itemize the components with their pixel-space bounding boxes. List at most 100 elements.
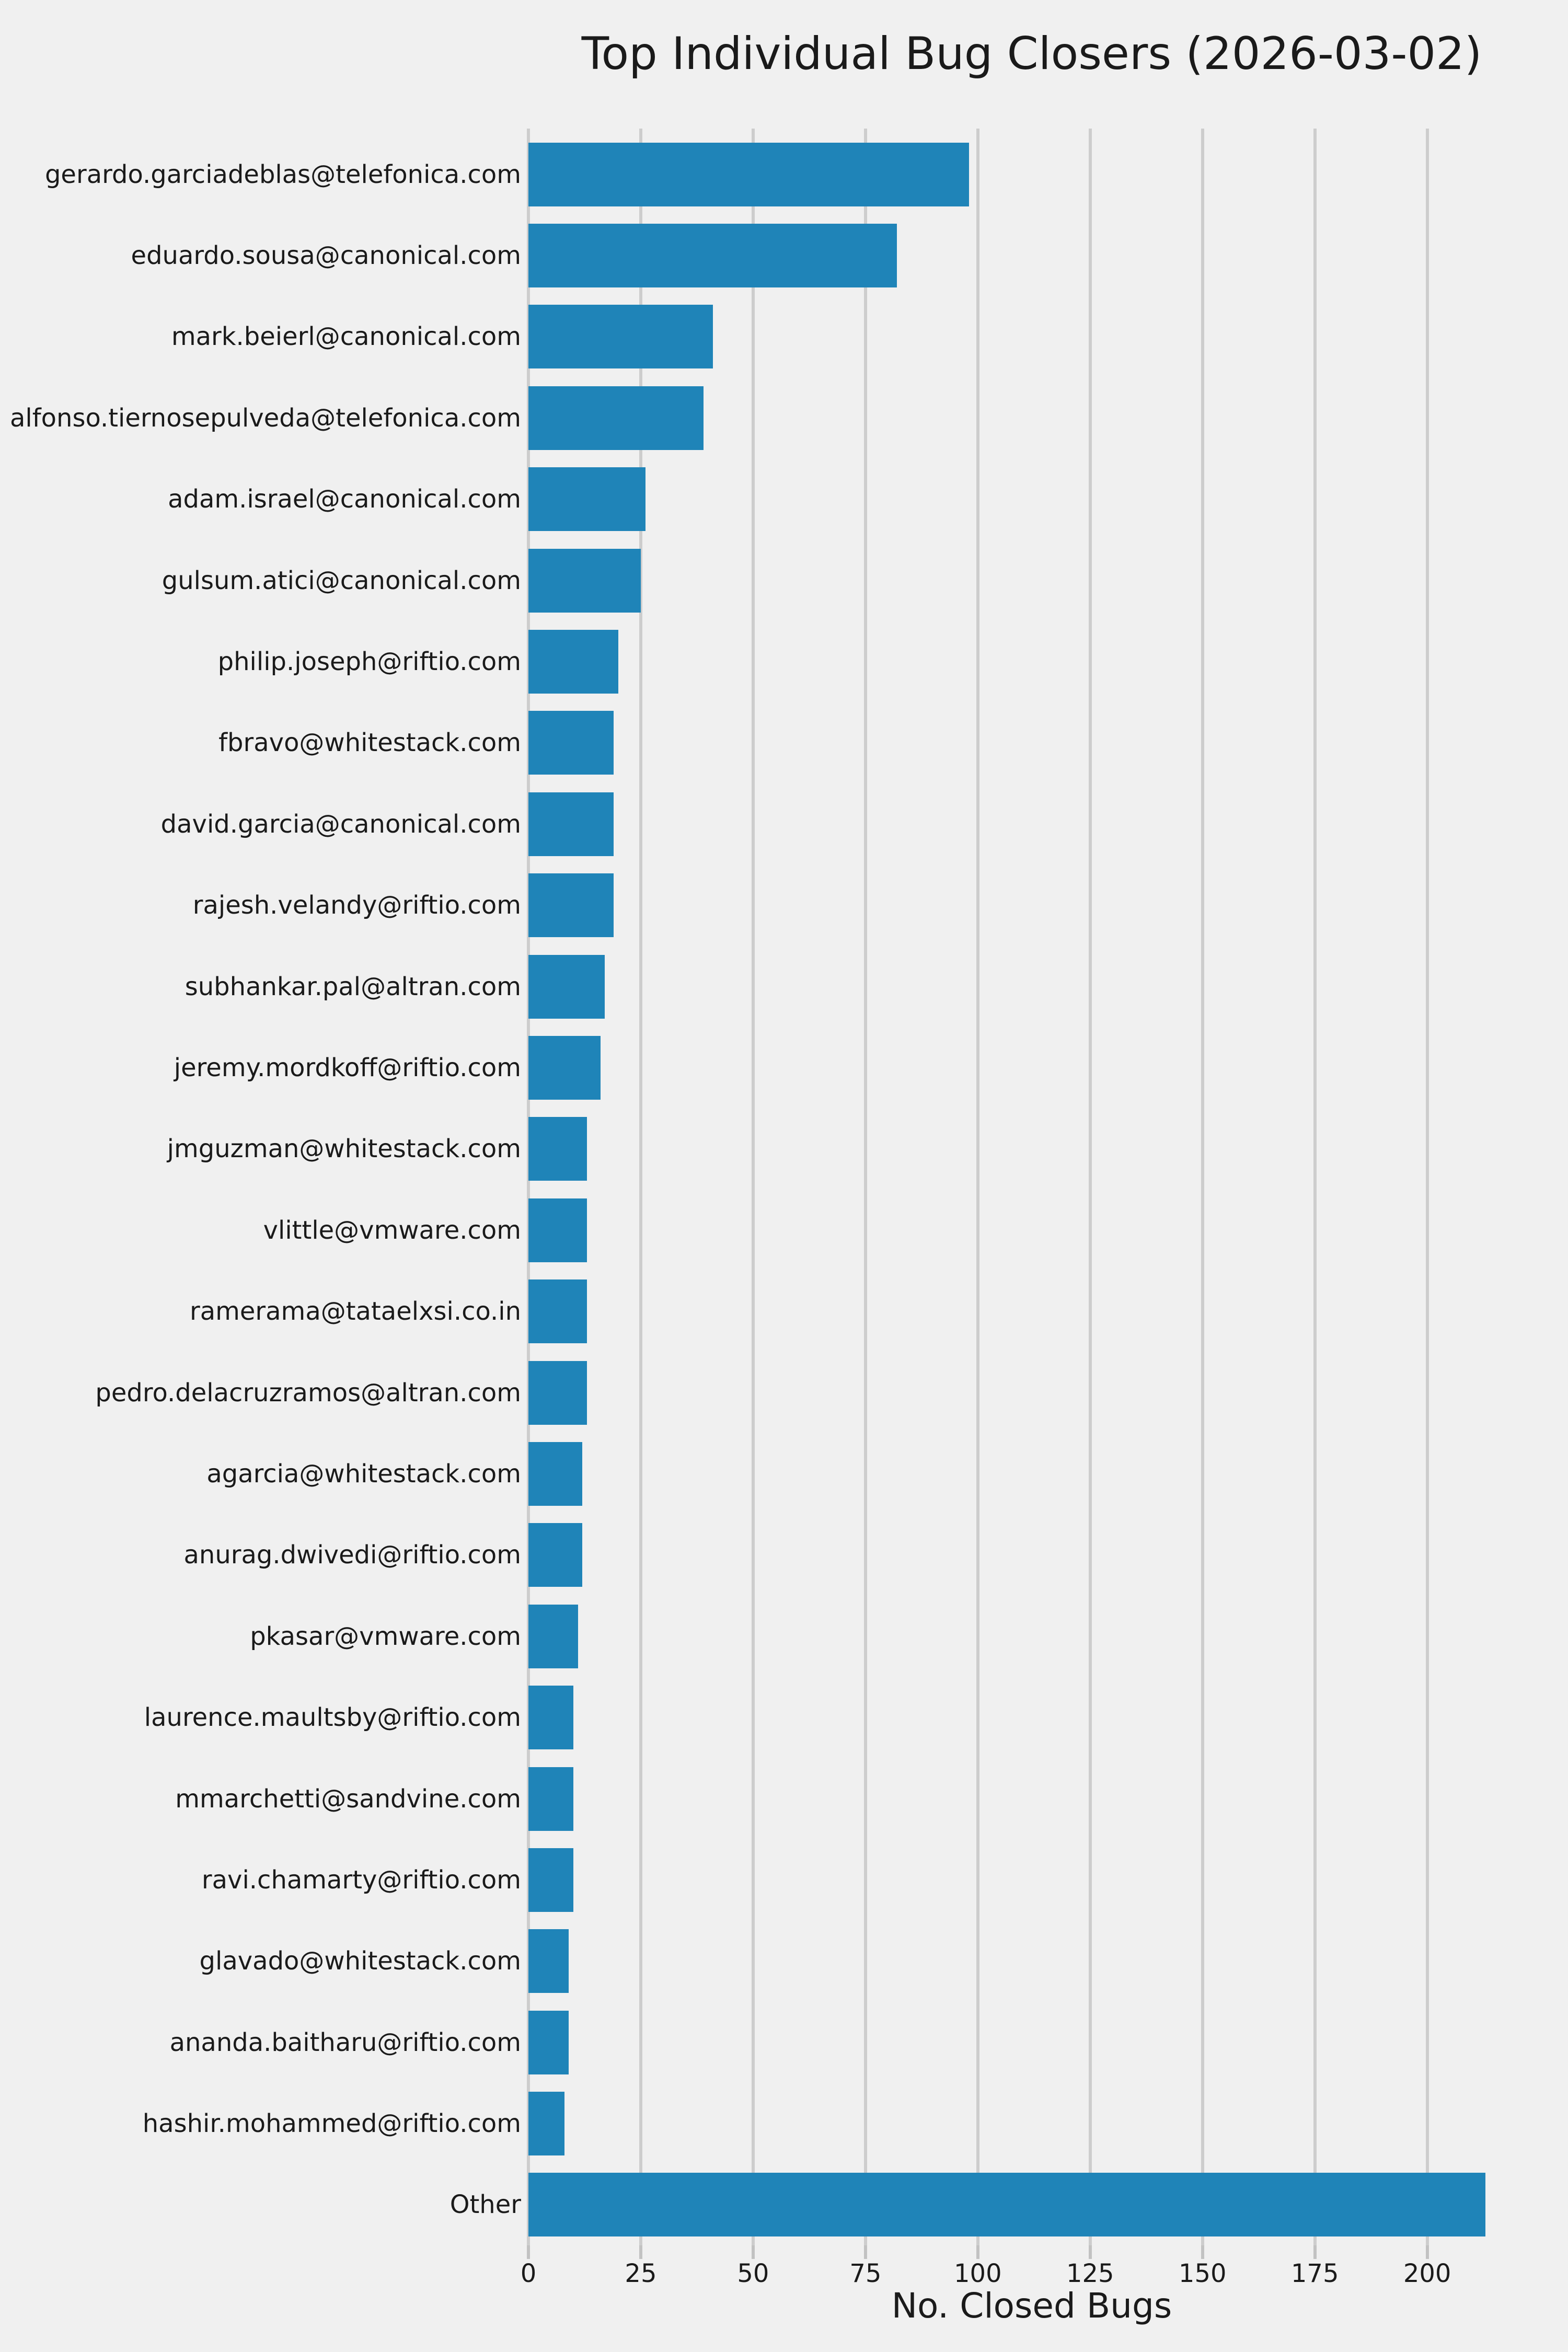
gridline <box>1313 129 1317 2245</box>
y-axis-label: subhankar.pal@altran.com <box>185 972 521 1001</box>
x-tick-label: 175 <box>1290 2259 1339 2288</box>
gridline <box>863 129 867 2245</box>
bar-track <box>528 783 1535 864</box>
bar <box>528 1848 573 1912</box>
x-tick-label: 125 <box>1066 2259 1114 2288</box>
bar-track <box>528 2164 1535 2245</box>
x-axis-label: No. Closed Bugs <box>891 2286 1172 2326</box>
y-axis-label: pedro.delacruzramos@altran.com <box>95 1378 521 1408</box>
bar-row: vlittle@vmware.com <box>0 1190 1568 1271</box>
bar-track <box>528 1190 1535 1271</box>
y-axis-label: ravi.chamarty@riftio.com <box>201 1865 521 1895</box>
x-tick-mark <box>751 2245 755 2259</box>
x-tick-mark <box>976 2245 979 2259</box>
bar <box>528 1361 587 1425</box>
x-tick-label: 0 <box>520 2259 537 2288</box>
y-axis-label: david.garcia@canonical.com <box>160 809 521 839</box>
x-tick-label: 75 <box>849 2259 882 2288</box>
bar <box>528 1929 569 1993</box>
y-axis-label: eduardo.sousa@canonical.com <box>131 241 521 271</box>
bar-track <box>528 134 1535 215</box>
bar-row: gulsum.atici@canonical.com <box>0 540 1568 621</box>
bar-track <box>528 1677 1535 1758</box>
bar <box>528 1442 583 1506</box>
x-tick-mark <box>1313 2245 1317 2259</box>
bar-row: agarcia@whitestack.com <box>0 1433 1568 1514</box>
bar-track <box>528 1921 1535 2002</box>
bar-row: ramerama@tataelxsi.co.in <box>0 1271 1568 1352</box>
bar-track <box>528 1596 1535 1677</box>
x-tick-mark <box>1088 2245 1092 2259</box>
y-axis-label: laurence.maultsby@riftio.com <box>144 1703 521 1733</box>
bar-track <box>528 621 1535 702</box>
x-axis-ticks <box>527 2245 1535 2260</box>
bar-track <box>528 2002 1535 2083</box>
bar-track <box>528 1352 1535 1433</box>
x-tick-label: 200 <box>1403 2259 1451 2288</box>
y-axis-label: Other <box>449 2190 521 2220</box>
bar <box>528 873 614 938</box>
y-axis-label: anurag.dwivedi@riftio.com <box>183 1540 521 1570</box>
gridline <box>1201 129 1204 2245</box>
y-axis-label: pkasar@vmware.com <box>250 1621 521 1651</box>
x-tick-label: 25 <box>625 2259 657 2288</box>
bar <box>528 467 645 532</box>
y-axis-label: jeremy.mordkoff@riftio.com <box>174 1053 521 1082</box>
y-axis-label: philip.joseph@riftio.com <box>217 647 521 677</box>
gridline <box>751 129 755 2245</box>
bar-track <box>528 1027 1535 1108</box>
gridline <box>527 129 530 2245</box>
bar-row: Other <box>0 2164 1568 2245</box>
bar-track <box>528 1109 1535 1190</box>
y-axis-label: gulsum.atici@canonical.com <box>162 566 521 595</box>
bar <box>528 1686 573 1750</box>
gridline <box>639 129 642 2245</box>
bar-row: gerardo.garciadeblas@telefonica.com <box>0 134 1568 215</box>
bar <box>528 305 713 369</box>
bar <box>528 1604 578 1668</box>
bar <box>528 1279 587 1344</box>
bar-track <box>528 1839 1535 1920</box>
bar-row: rajesh.velandy@riftio.com <box>0 865 1568 946</box>
bar-row: fbravo@whitestack.com <box>0 702 1568 783</box>
x-tick-mark <box>1201 2245 1204 2259</box>
bar-row: subhankar.pal@altran.com <box>0 946 1568 1027</box>
bar-track <box>528 1433 1535 1514</box>
bar-row: adam.israel@canonical.com <box>0 459 1568 540</box>
chart-title: Top Individual Bug Closers (2026-03-02) <box>581 28 1482 80</box>
bar <box>528 792 614 856</box>
y-axis-label: ramerama@tataelxsi.co.in <box>189 1297 521 1327</box>
bar <box>528 711 614 775</box>
bar <box>528 630 618 694</box>
y-axis-label: hashir.mohammed@riftio.com <box>142 2109 521 2139</box>
x-tick-mark <box>639 2245 642 2259</box>
bar-row: pkasar@vmware.com <box>0 1596 1568 1677</box>
x-axis-tick-labels: 0 25 50 75 100 125 150 175 200 <box>521 2257 1535 2290</box>
bar <box>528 1523 583 1587</box>
y-axis-label: mark.beierl@canonical.com <box>171 322 521 352</box>
bar-row: pedro.delacruzramos@altran.com <box>0 1352 1568 1433</box>
bar <box>528 2173 1486 2237</box>
bar <box>528 2010 569 2074</box>
bar <box>528 1198 587 1262</box>
y-axis-label: mmarchetti@sandvine.com <box>175 1784 521 1814</box>
x-tick-mark <box>1425 2245 1429 2259</box>
bar <box>528 954 605 1019</box>
bar-track <box>528 865 1535 946</box>
y-axis-label: agarcia@whitestack.com <box>206 1459 521 1489</box>
y-axis-label: fbravo@whitestack.com <box>218 728 521 758</box>
bar-row: mmarchetti@sandvine.com <box>0 1758 1568 1839</box>
bar-track <box>528 1515 1535 1596</box>
y-axis-label: ananda.baitharu@riftio.com <box>169 2027 521 2057</box>
bar-track <box>528 2083 1535 2164</box>
y-axis-label: rajesh.velandy@riftio.com <box>192 891 521 920</box>
bar-row: ravi.chamarty@riftio.com <box>0 1839 1568 1920</box>
y-axis-label: adam.israel@canonical.com <box>168 485 521 514</box>
bar <box>528 142 969 206</box>
bar <box>528 1767 573 1831</box>
bar-track <box>528 1271 1535 1352</box>
bar-row: jmguzman@whitestack.com <box>0 1109 1568 1190</box>
bar-row: david.garcia@canonical.com <box>0 783 1568 864</box>
bar <box>528 1117 587 1181</box>
